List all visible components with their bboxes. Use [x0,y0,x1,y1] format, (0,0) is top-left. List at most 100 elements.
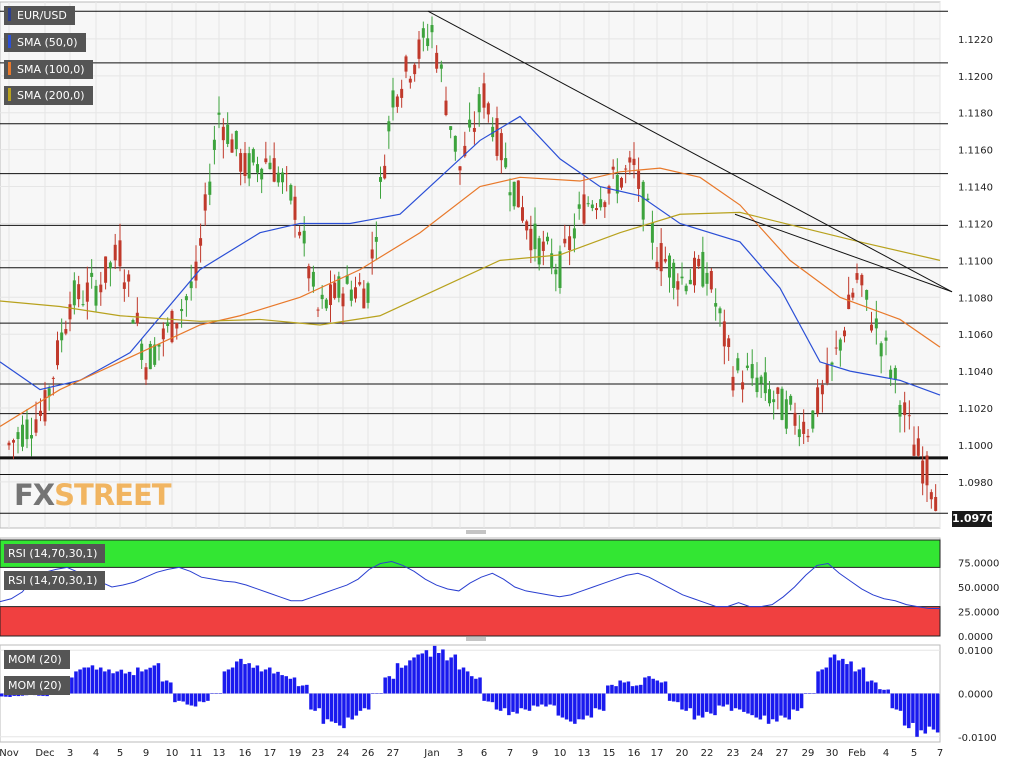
mom-bar [787,693,791,720]
candle-body [333,282,337,299]
mom-bar [659,682,664,694]
legend-item[interactable]: SMA (100,0) [4,60,93,79]
mom-label-2[interactable]: MOM (20) [4,676,70,695]
mom-bar [573,693,577,724]
mom-bar [78,669,82,694]
logo-part1: FX [14,478,55,512]
mom-bar [338,693,342,726]
rsi-label-1[interactable]: RSI (14,70,30,1) [4,544,106,563]
mom-bar [531,693,536,706]
mom-bar [263,669,268,694]
mom-bar [181,693,185,702]
price-tick-label: 1.0980 [958,478,993,489]
candle-body [811,410,815,429]
mom-bar [742,693,746,712]
candle-body [838,339,842,351]
candle-body [435,52,439,69]
candle-body [586,203,590,205]
candle-body [533,223,537,250]
price-tick-label: 1.1060 [958,330,993,341]
candle-body [912,444,916,456]
mom-bar [680,693,684,710]
candle-body [256,164,259,173]
mom-bar [272,673,276,694]
fxstreet-logo: FXSTREET [14,478,172,512]
candle-body [439,64,443,69]
candle-body [554,269,558,275]
mom-bar [630,686,635,694]
candle-body [741,382,745,390]
candle-body [72,280,76,306]
mom-bar [733,693,738,709]
mom-bar [350,693,354,720]
price-panel[interactable]: 1.1220 1.1200 1.1180 1.1160 1.1140 1.1120 1.11… [0,1,1016,642]
rsi-tick-label: 50.0000 [958,583,999,594]
candle-body [898,404,902,417]
mom-bar [486,693,491,702]
mom-bar [107,669,111,694]
legend-item[interactable]: SMA (200,0) [4,86,93,105]
rsi-label-2[interactable]: RSI (14,70,30,1) [4,571,106,590]
candle-body [499,133,503,161]
candle-body [426,38,430,47]
x-tick-label: 5 [911,748,917,759]
mom-bar [709,693,713,714]
candle-body [486,103,490,115]
x-tick-label: 27 [776,748,789,759]
candle-body [135,312,139,324]
momentum-panel[interactable]: 0.0100 0.0000 -0.0100 [0,644,997,744]
mom-bar [333,693,338,723]
candle-body [449,126,453,130]
mom-label-1[interactable]: MOM (20) [4,650,70,669]
mom-bar [424,650,429,694]
mom-bar [894,693,899,710]
mom-bar [651,678,655,694]
mom-bar [614,686,618,694]
mom-bar [515,693,519,714]
mom-bar [98,667,103,694]
legend-item[interactable]: EUR/USD [4,6,75,25]
rsi-panel[interactable]: 75.0000 50.0000 25.0000 0.0000 [0,537,999,643]
candle-body [468,119,472,128]
candle-body [705,272,709,284]
candle-body [615,175,619,194]
candle-body [745,365,749,368]
mom-bar [437,653,441,694]
candle-body [607,186,611,194]
mom-bar [346,693,350,718]
candle-body [879,343,883,357]
mom-bar [457,669,462,694]
mom-bar [898,693,903,711]
candle-body [458,166,462,171]
mom-bar [799,693,804,709]
mom-bar [721,693,726,707]
mom-bar [812,693,816,694]
candle-body [189,281,193,289]
mom-bar [164,680,169,694]
candle-body [122,282,126,289]
price-tick-label: 1.1100 [958,256,993,267]
candle-body [718,308,722,314]
mom-bar [490,693,495,703]
candle-body [590,204,594,209]
mom-bar [886,689,890,694]
mom-bar [762,693,767,716]
legend-item[interactable]: SMA (50,0) [4,33,86,52]
mom-bar [869,680,874,694]
mom-bar [783,693,787,718]
candle-body [628,157,632,163]
candle-body [776,387,780,394]
candle-body [47,388,51,397]
candle-body [217,112,221,115]
candle-body [830,362,834,365]
candle-body [212,139,216,150]
sma-line-100 [0,167,941,428]
mom-bar [86,667,91,694]
candle-body [358,282,362,285]
candle-body [637,170,641,189]
candle-body [632,158,636,166]
candle-body [243,153,247,177]
mom-bar [404,665,408,694]
candle-body [208,181,212,195]
legend-swatch [8,62,11,75]
